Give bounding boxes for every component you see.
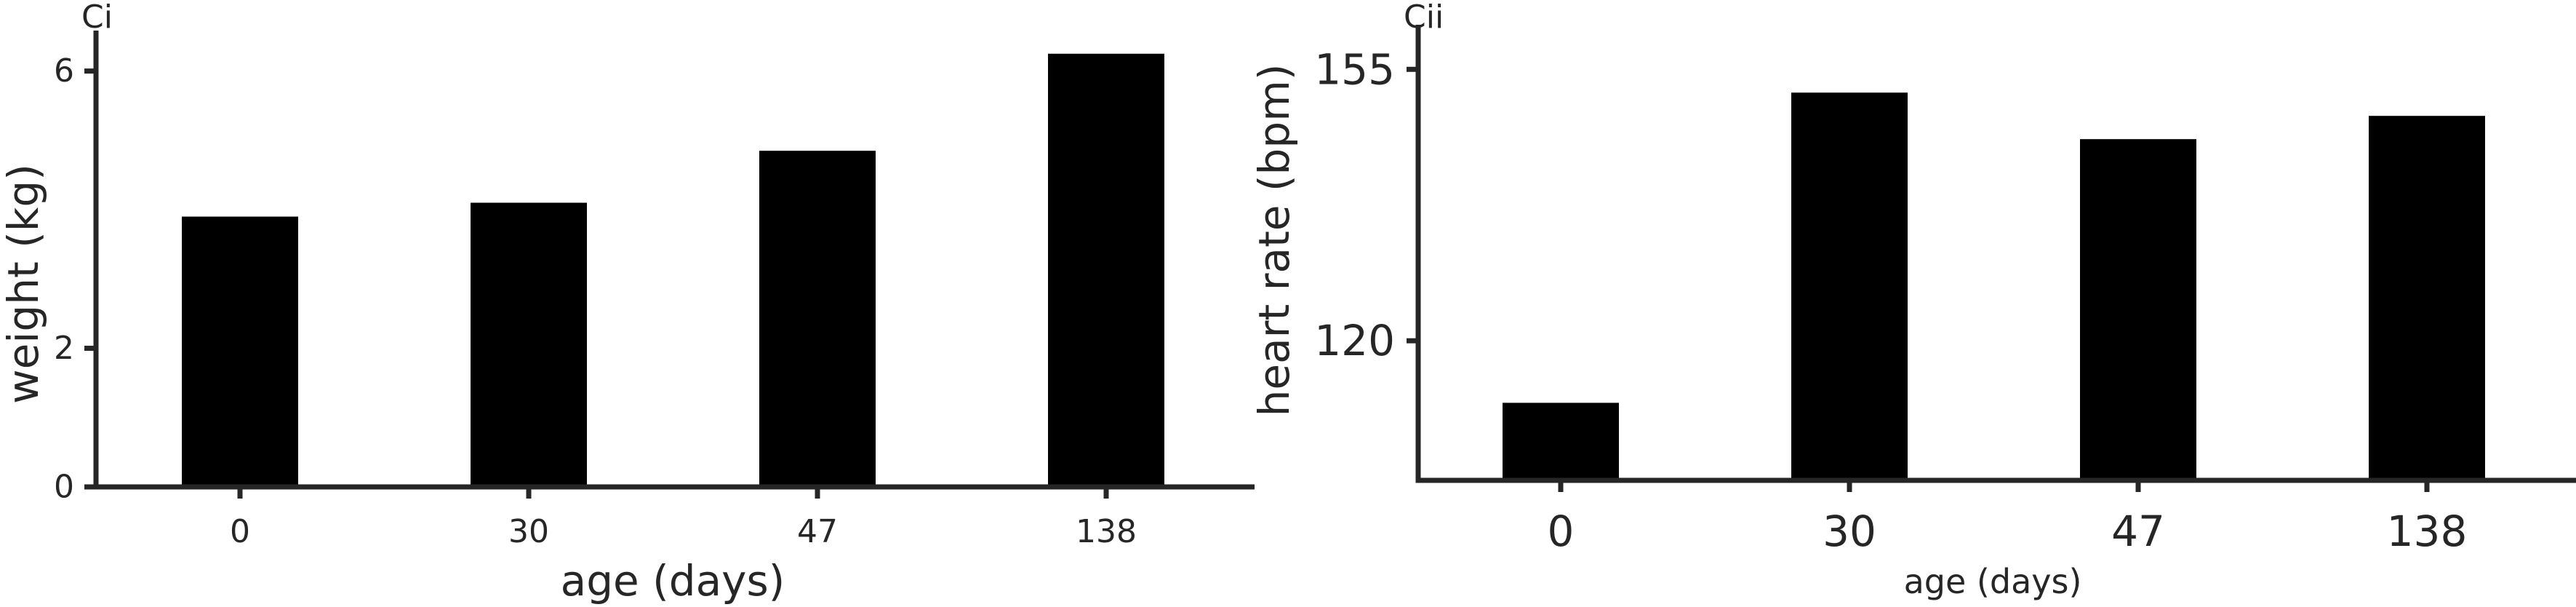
x-axis-label-cii: age (days) — [1904, 562, 2082, 601]
y-axis-label-cii: heart rate (bpm) — [1249, 64, 1299, 417]
x-tick-label-ci-30: 30 — [508, 513, 549, 550]
x-tick-label-ci-0: 0 — [230, 513, 250, 550]
x-tick-label-cii-30: 30 — [1823, 507, 1876, 556]
x-tick-label-cii-0: 0 — [1548, 507, 1575, 556]
panel-label-cii: Cii — [1404, 0, 1444, 36]
bar-cii-30 — [1791, 92, 1908, 480]
y-tick-label-ci-0: 0 — [54, 469, 74, 506]
bar-cii-0 — [1503, 402, 1619, 480]
chart-panel-cii: 0 30 47 138 120 155 age (days) heart rate (bpm)… — [1249, 0, 2576, 601]
bar-cii-47 — [2080, 139, 2196, 480]
x-tick-label-cii-47: 47 — [2111, 507, 2165, 556]
bar-ci-138 — [1048, 53, 1164, 488]
bar-ci-47 — [759, 151, 876, 487]
x-tick-label-ci-138: 138 — [1076, 513, 1137, 550]
y-tick-label-cii-155: 155 — [1314, 44, 1395, 94]
y-tick-label-cii-120: 120 — [1314, 316, 1395, 365]
panel-label-ci: Ci — [81, 0, 113, 36]
x-axis-label-ci: age (days) — [561, 556, 785, 606]
x-tick-label-cii-138: 138 — [2387, 507, 2468, 556]
bar-ci-0 — [182, 216, 298, 487]
chart-panel-ci: 0 30 47 138 0 2 6 age (days) weight (kg) Ci — [0, 0, 1255, 606]
y-axis-label-ci: weight (kg) — [0, 164, 48, 404]
x-tick-label-ci-47: 47 — [797, 513, 838, 550]
bar-cii-138 — [2369, 116, 2485, 480]
y-tick-label-ci-2: 2 — [54, 330, 74, 367]
bar-ci-30 — [471, 202, 587, 487]
y-tick-label-ci-6: 6 — [54, 52, 74, 90]
